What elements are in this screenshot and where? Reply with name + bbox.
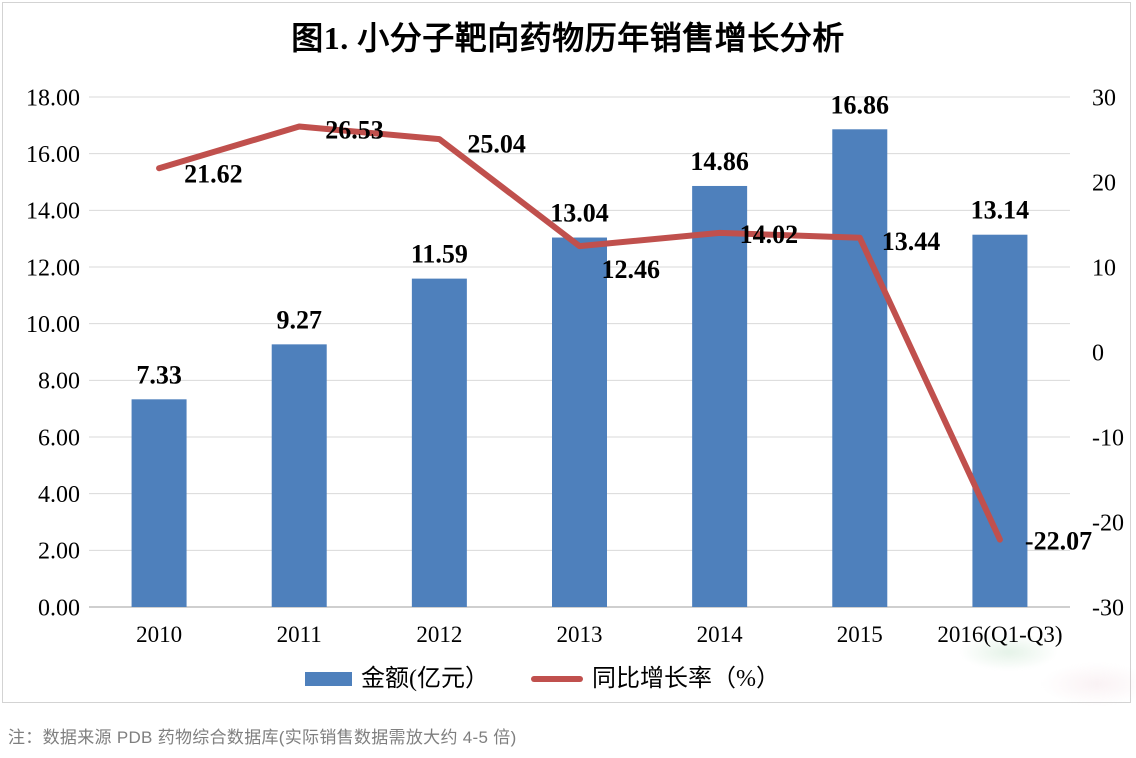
right-axis-tick-label: 20	[1092, 170, 1116, 196]
right-axis-tick-label: -20	[1092, 510, 1124, 536]
line-value-label: 13.44	[882, 227, 941, 256]
bar	[131, 399, 187, 607]
bars	[131, 129, 1028, 608]
chart-title: 图1. 小分子靶向药物历年销售增长分析	[291, 20, 845, 56]
left-axis-tick-label: 6.00	[38, 425, 80, 451]
bar	[411, 278, 467, 607]
right-axis-labels: -30 -20 -10 0 10 20 30	[1092, 85, 1124, 621]
legend-item-growth: 同比增长率（%）	[531, 667, 780, 691]
category-label: 2010	[136, 622, 182, 647]
right-axis-tick-label: -30	[1092, 595, 1124, 621]
left-axis-tick-label: 14.00	[26, 199, 80, 225]
left-axis-labels: 0.00 2.00 4.00 6.00 8.00 10.00 12.00 14.00 16.00…	[26, 85, 80, 621]
growth-line	[156, 123, 1003, 543]
left-axis-tick-label: 16.00	[26, 142, 80, 168]
right-axis-tick-label: 30	[1092, 85, 1116, 111]
x-axis-labels: 2010 2011 2012 2013 2014 2015 2016(Q1-Q3)	[136, 622, 1062, 647]
left-axis-tick-label: 2.00	[38, 539, 80, 565]
left-axis-tick-label: 18.00	[26, 85, 80, 111]
bar-series-swatch-icon	[305, 672, 352, 686]
left-axis-tick-label: 10.00	[26, 312, 80, 338]
bar	[972, 234, 1028, 607]
growth-line-path	[156, 123, 1003, 543]
bar	[552, 237, 607, 608]
bar-value-label: 13.04	[550, 199, 609, 228]
category-label: 2011	[277, 622, 322, 647]
line-value-label: 12.46	[602, 255, 661, 284]
bar-value-label: 13.14	[971, 196, 1030, 225]
bar-value-labels: 7.33 9.27 11.59 13.04 14.86 16.86 13.14	[136, 90, 1029, 389]
line-value-labels: 21.62 26.53 25.04 12.46 14.02 13.44 -22.07	[184, 116, 1092, 556]
chart-canvas: 7.33 9.27 11.59 13.04 14.86 16.86 13.14 21.62 26…	[26, 85, 1124, 647]
left-axis-tick-label: 8.00	[38, 369, 80, 395]
category-label: 2013	[557, 622, 603, 647]
right-axis-tick-label: 0	[1092, 340, 1104, 366]
category-label: 2014	[697, 622, 744, 647]
bar-value-label: 9.27	[276, 305, 322, 334]
line-value-label: 25.04	[467, 129, 526, 158]
line-value-label: 14.02	[740, 220, 799, 249]
line-series-swatch-icon	[531, 676, 583, 682]
legend-item-amount: 金额(亿元）	[305, 667, 489, 691]
line-value-label: -22.07	[1025, 527, 1092, 556]
category-label: 2012	[416, 622, 462, 647]
bar-value-label: 14.86	[690, 147, 749, 176]
line-value-label: 26.53	[325, 116, 384, 145]
chart-legend: 金额(亿元） 同比增长率（%）	[305, 663, 780, 695]
category-label: 2016(Q1-Q3)	[937, 622, 1062, 647]
bar	[271, 344, 327, 607]
left-axis-tick-label: 4.00	[38, 482, 80, 508]
right-axis-tick-label: 10	[1092, 255, 1116, 281]
left-axis-tick-label: 0.00	[38, 595, 80, 621]
right-axis-tick-label: -10	[1092, 425, 1124, 451]
footnote: 注：数据来源 PDB 药物综合数据库(实际销售数据需放大约 4-5 倍)	[8, 728, 517, 747]
category-label: 2015	[837, 622, 883, 647]
bar	[692, 185, 748, 607]
bar-value-label: 11.59	[411, 240, 468, 269]
bar-value-label: 16.86	[831, 90, 890, 119]
bar	[832, 129, 888, 608]
legend-label-growth: 同比增长率（%）	[592, 666, 780, 692]
legend-label-amount: 金额(亿元）	[361, 666, 489, 692]
line-value-label: 21.62	[184, 159, 243, 188]
bar-value-label: 7.33	[136, 360, 182, 389]
left-axis-tick-label: 12.00	[26, 255, 80, 281]
